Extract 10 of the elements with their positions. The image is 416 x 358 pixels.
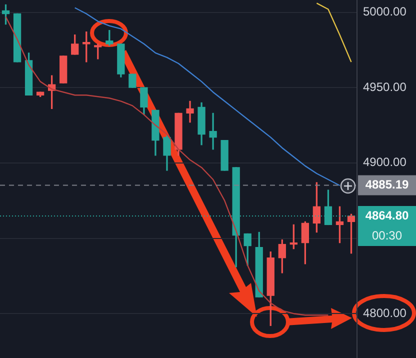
candlestick (220, 140, 228, 171)
ref-line-label: 4864.80 (365, 208, 410, 222)
candlestick (128, 74, 136, 88)
text: 00:30 (372, 228, 402, 242)
candlestick (60, 56, 68, 84)
y-tick-label: 4900.00 (363, 155, 407, 170)
y-tick-label: 4800.00 (363, 306, 407, 320)
y-tick-label: 5000.00 (363, 4, 407, 19)
y-tick-label: 4950.00 (363, 80, 407, 94)
ref-line-label: 4885.19 (365, 178, 410, 192)
